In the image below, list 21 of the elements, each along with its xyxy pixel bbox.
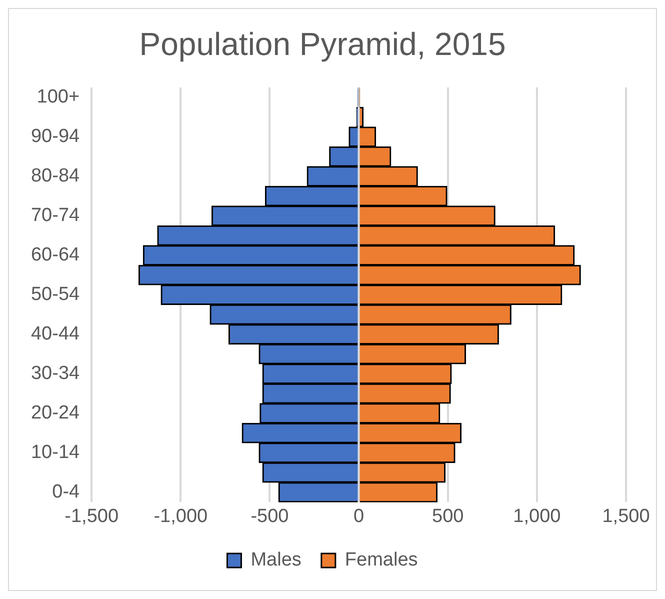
y-tick-label: 80-84 [30,166,80,187]
y-tick-label: 60-64 [30,244,80,266]
legend-label: Males [250,550,302,571]
y-tick-label: 50-54 [30,284,80,306]
x-tick-label: 0 [354,506,364,527]
chart-title: Population Pyramid, 2015 [139,26,506,62]
y-tick-label: 0-4 [52,482,80,503]
x-tick-label: 500 [432,506,464,527]
legend-label: Females [344,550,418,571]
y-tick-label: 30-34 [30,363,80,384]
x-tick-label: -1,500 [64,506,119,527]
y-tick-label: 90-94 [30,126,80,148]
x-tick-label: 1,500 [602,506,650,527]
y-tick-label: 20-24 [30,402,80,424]
y-tick-label: 100+ [36,86,80,108]
y-tick-label: 70-74 [30,205,80,226]
y-tick-label: 40-44 [30,324,80,345]
x-tick-label: -500 [250,506,289,527]
y-tick-label: 10-14 [30,442,80,464]
x-tick-label: 1,000 [513,506,561,527]
x-tick-label: -1,000 [154,506,208,527]
